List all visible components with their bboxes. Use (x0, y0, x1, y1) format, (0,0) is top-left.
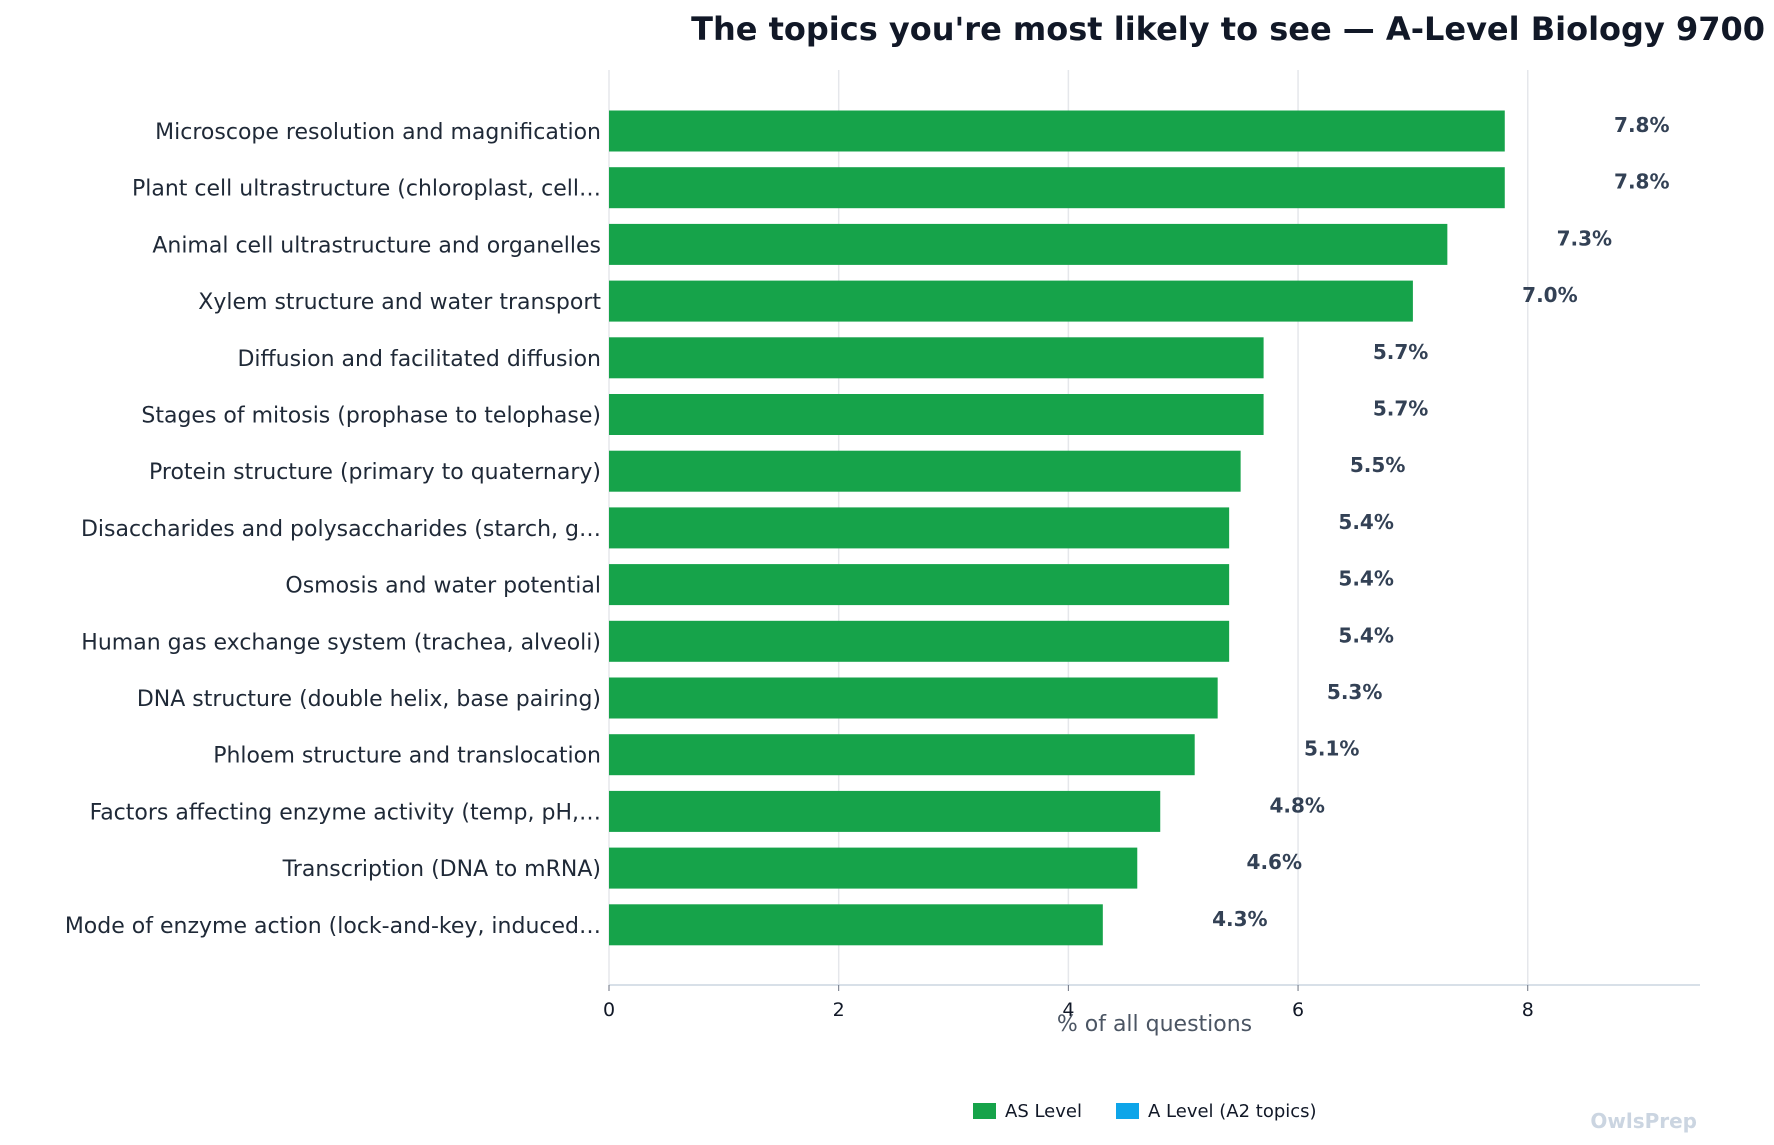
category-label: Mode of enzyme action (lock-and-key, ind… (65, 914, 601, 939)
bar (609, 450, 1241, 492)
category-label: Transcription (DNA to mRNA) (282, 857, 601, 882)
data-label: 5.4% (1338, 623, 1393, 647)
x-tick-label: 6 (1292, 999, 1304, 1021)
bars (609, 110, 1505, 946)
data-label: 7.8% (1614, 170, 1669, 194)
bar (609, 847, 1138, 889)
bar (609, 677, 1218, 719)
data-label: 5.4% (1338, 567, 1393, 591)
data-label: 5.4% (1338, 510, 1393, 534)
legend: AS Level A Level (A2 topics) (973, 1101, 1317, 1122)
bar (609, 394, 1264, 435)
legend-label: AS Level (1005, 1101, 1082, 1122)
data-labels: 7.8% 7.8% 7.3% 7.0% 5.7% 5.7% 5.5% 5.4% 5.4% 5.4%… (1212, 113, 1669, 931)
x-tick-label: 0 (603, 999, 615, 1021)
chart-title: The topics you're most likely to see — A… (691, 10, 1765, 48)
category-label: Disaccharides and polysaccharides (starc… (81, 517, 601, 542)
category-label: Plant cell ultrastructure (chloroplast, … (132, 177, 601, 202)
bar (609, 167, 1505, 209)
category-labels: Microscope resolution and magnification P… (65, 120, 602, 939)
x-axis-ticks: 0 2 4 6 8 (603, 985, 1534, 1021)
bar (609, 337, 1264, 379)
bar (609, 223, 1448, 265)
x-tick-label: 2 (833, 999, 845, 1021)
legend-swatch (1116, 1103, 1139, 1119)
bar (609, 790, 1161, 832)
data-label: 7.8% (1614, 113, 1669, 137)
data-label: 5.5% (1350, 453, 1405, 477)
legend-swatch (973, 1103, 996, 1119)
category-label: DNA structure (double helix, base pairin… (137, 687, 601, 712)
bar (609, 734, 1195, 776)
category-label: Factors affecting enzyme activity (temp,… (90, 800, 601, 825)
category-label: Protein structure (primary to quaternary… (149, 460, 601, 485)
data-label: 4.3% (1212, 907, 1267, 931)
data-label: 5.3% (1327, 680, 1382, 704)
bar (609, 507, 1230, 549)
category-label: Human gas exchange system (trachea, alve… (81, 630, 601, 655)
legend-label: A Level (A2 topics) (1148, 1101, 1317, 1122)
data-label: 4.6% (1247, 850, 1302, 874)
bar (609, 564, 1230, 606)
bar (609, 620, 1230, 662)
category-label: Osmosis and water potential (285, 574, 601, 599)
category-label: Xylem structure and water transport (198, 290, 601, 315)
bar (609, 904, 1103, 946)
data-label: 5.7% (1373, 340, 1428, 364)
category-label: Stages of mitosis (prophase to telophase… (141, 404, 601, 429)
bar (609, 280, 1413, 322)
data-label: 5.1% (1304, 737, 1359, 761)
x-tick-label: 8 (1522, 999, 1534, 1021)
x-tick-label: 4 (1062, 999, 1074, 1021)
data-label: 7.0% (1522, 283, 1577, 307)
category-label: Phloem structure and translocation (213, 744, 601, 769)
bar (609, 110, 1505, 152)
data-label: 7.3% (1557, 226, 1612, 250)
watermark: OwlsPrep (1590, 1109, 1697, 1133)
data-label: 5.7% (1373, 397, 1428, 421)
x-axis-title: % of all questions (1057, 1012, 1252, 1037)
data-label: 4.8% (1270, 793, 1325, 817)
category-label: Animal cell ultrastructure and organelle… (152, 233, 601, 258)
category-label: Diffusion and facilitated diffusion (237, 347, 601, 372)
category-label: Microscope resolution and magnification (155, 120, 601, 145)
